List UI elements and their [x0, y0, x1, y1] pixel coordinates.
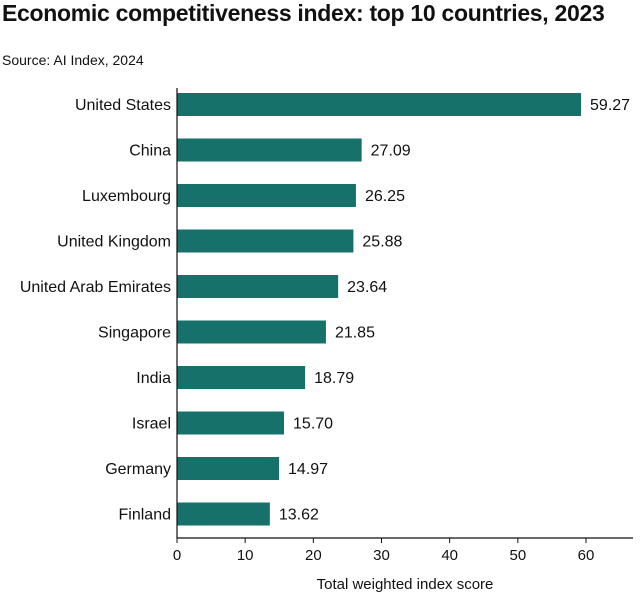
x-tick-label: 10 — [237, 547, 254, 564]
bar-9 — [177, 502, 270, 526]
bar-1 — [177, 138, 362, 162]
x-tick-label: 40 — [441, 547, 458, 564]
value-labels: 59.27 27.09 26.25 25.88 23.64 21.85 18.79 15.70… — [279, 97, 630, 524]
chart-source: Source: AI Index, 2024 — [2, 52, 144, 68]
value-label: 18.79 — [314, 370, 354, 387]
bar-2 — [177, 184, 356, 207]
value-label: 21.85 — [335, 325, 375, 342]
category-label: Israel — [132, 416, 171, 433]
x-tick-label: 60 — [578, 547, 595, 564]
value-label: 27.09 — [371, 143, 411, 160]
bar-6 — [177, 366, 306, 389]
chart-title: Economic competitiveness index: top 10 c… — [2, 0, 605, 26]
x-tick-label: 30 — [373, 547, 390, 564]
value-label: 13.62 — [279, 507, 319, 524]
category-label: India — [136, 370, 171, 387]
value-label: 15.70 — [293, 416, 333, 433]
bar-0 — [177, 93, 582, 116]
value-label: 14.97 — [288, 461, 328, 478]
value-label: 23.64 — [347, 279, 387, 296]
x-axis-ticks: 0 10 20 30 40 50 60 — [173, 538, 595, 564]
bar-4 — [177, 275, 339, 298]
value-label: 59.27 — [590, 97, 630, 114]
x-tick-label: 0 — [173, 547, 181, 564]
bar-3 — [177, 229, 354, 253]
value-label: 25.88 — [362, 234, 402, 251]
x-axis-title: Total weighted index score — [317, 576, 494, 593]
bar-8 — [177, 457, 280, 480]
category-label: China — [129, 143, 171, 160]
x-tick-label: 20 — [305, 547, 322, 564]
category-label: Singapore — [98, 325, 171, 342]
bar-5 — [177, 320, 326, 344]
category-label: United Arab Emirates — [20, 279, 171, 296]
category-label: Germany — [105, 461, 171, 478]
bars-group — [177, 93, 582, 526]
value-label: 26.25 — [365, 188, 405, 205]
category-label: United Kingdom — [57, 234, 171, 251]
category-label: United States — [75, 97, 171, 114]
x-tick-label: 50 — [509, 547, 526, 564]
bar-7 — [177, 411, 285, 435]
category-labels: United States China Luxembourg United Kingd… — [20, 97, 171, 524]
category-label: Luxembourg — [82, 188, 171, 205]
category-label: Finland — [119, 507, 171, 524]
